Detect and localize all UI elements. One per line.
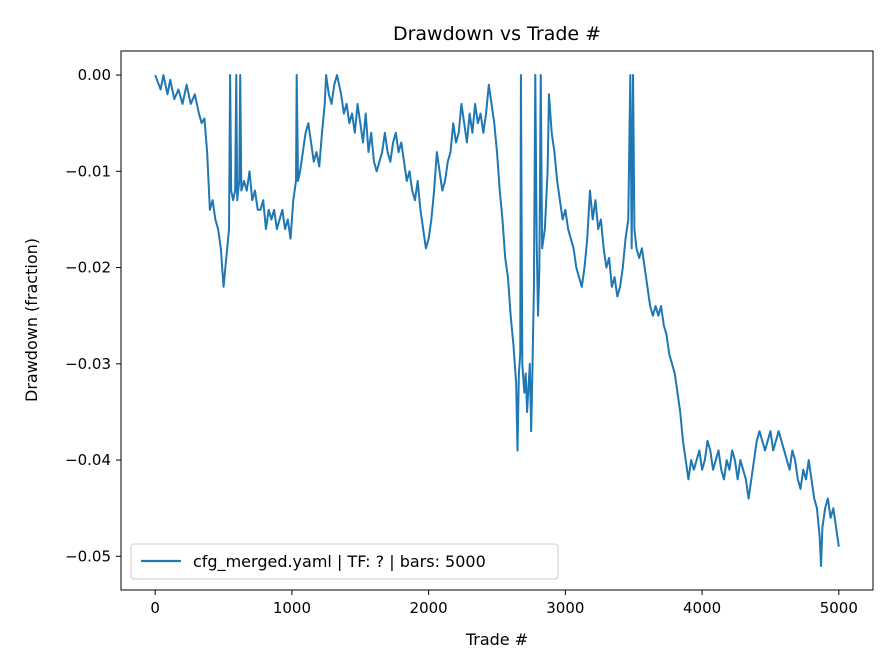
x-tick-label: 2000 xyxy=(410,599,448,617)
x-axis: 0 1000 2000 3000 4000 5000 xyxy=(150,590,858,617)
legend-entry-label: cfg_merged.yaml | TF: ? | bars: 5000 xyxy=(193,552,486,572)
y-tick-label: −0.01 xyxy=(65,162,111,180)
y-axis: 0.00 −0.01 −0.02 −0.03 −0.04 −0.05 xyxy=(65,66,121,565)
y-tick-label: 0.00 xyxy=(78,66,111,84)
y-tick-label: −0.04 xyxy=(65,451,111,469)
plot-area xyxy=(121,51,873,590)
y-tick-label: −0.02 xyxy=(65,259,111,277)
x-tick-label: 3000 xyxy=(546,599,584,617)
x-tick-label: 1000 xyxy=(273,599,311,617)
y-axis-label: Drawdown (fraction) xyxy=(22,238,41,402)
legend: cfg_merged.yaml | TF: ? | bars: 5000 xyxy=(130,543,559,580)
x-tick-label: 4000 xyxy=(683,599,721,617)
series-line xyxy=(154,74,840,567)
series-layer xyxy=(154,74,840,567)
y-tick-label: −0.03 xyxy=(65,355,111,373)
legend-box xyxy=(130,543,559,580)
x-tick-label: 0 xyxy=(150,599,160,617)
x-axis-label: Trade # xyxy=(465,630,528,649)
plot-background xyxy=(121,51,873,590)
chart-title: Drawdown vs Trade # xyxy=(393,23,601,45)
x-tick-label: 5000 xyxy=(820,599,858,617)
axes-frame xyxy=(120,50,874,591)
y-tick-label: −0.05 xyxy=(65,547,111,565)
